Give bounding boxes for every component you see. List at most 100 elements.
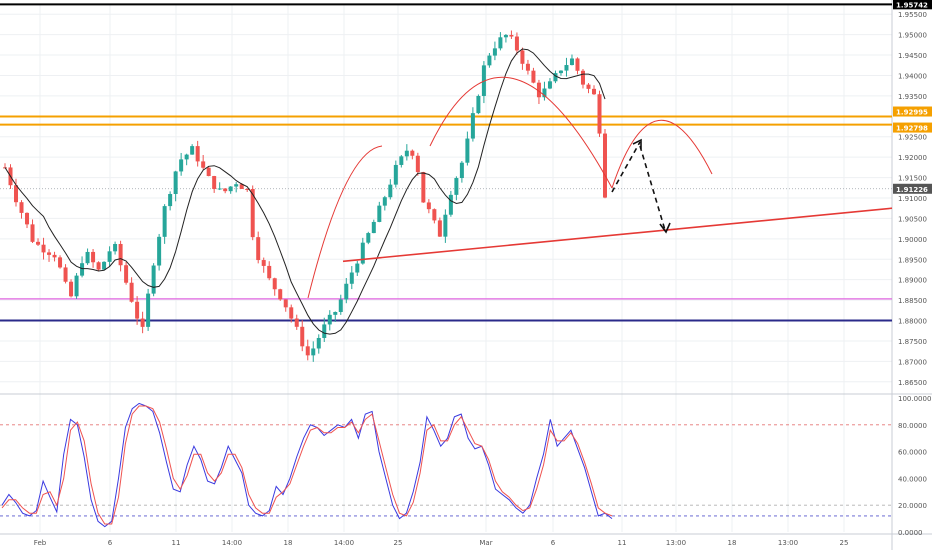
candle [509, 30, 514, 39]
price-marker-label: 1.92995 [896, 109, 928, 117]
candle [80, 256, 85, 278]
candle-body [503, 34, 508, 38]
candle [234, 182, 239, 193]
candle [283, 299, 288, 312]
candle-body [465, 138, 470, 163]
x-tick-label: 14:00 [334, 539, 354, 547]
candle-body [603, 133, 607, 198]
candle [107, 246, 112, 267]
candle [289, 304, 294, 323]
candle-body [591, 88, 596, 95]
price-marker-box [893, 0, 932, 10]
candle [437, 217, 442, 237]
candle [465, 131, 470, 166]
candle [404, 144, 409, 161]
candle [14, 178, 19, 207]
candle [382, 195, 387, 211]
candle-body [283, 299, 288, 308]
oscillator-y-tick-label: 20.0000 [898, 502, 927, 510]
candle [432, 208, 437, 224]
candle-body [151, 265, 156, 294]
arc-left[interactable] [307, 145, 383, 299]
y-tick-label: 1.90000 [898, 236, 927, 244]
y-tick-label: 1.91000 [898, 195, 927, 203]
candle [487, 53, 492, 68]
candle-body [223, 188, 228, 192]
moving-average-line [4, 48, 606, 335]
candle-body [256, 237, 261, 261]
moving-average-layer [4, 48, 606, 335]
candle [124, 261, 129, 285]
arc-middle[interactable] [429, 76, 613, 189]
trendline[interactable] [342, 207, 893, 263]
candle-body [206, 167, 211, 177]
candle [30, 219, 35, 244]
projection-arrowhead-down [659, 222, 671, 234]
candle-body [124, 265, 129, 283]
candle-body [514, 36, 519, 51]
candle-body [80, 263, 85, 276]
candle [586, 83, 591, 94]
candle [448, 190, 453, 217]
candle [349, 266, 354, 290]
candle-body [531, 70, 536, 83]
price-marker: 1.95742 [893, 0, 932, 10]
y-tick-label: 1.90500 [898, 215, 927, 223]
candle [333, 311, 338, 322]
candle-body [487, 55, 492, 66]
candle-body [30, 224, 35, 242]
y-tick-label: 1.89000 [898, 277, 927, 285]
candle-body [327, 314, 332, 325]
candle-body [179, 159, 184, 172]
candle [454, 176, 459, 201]
candle [74, 273, 79, 299]
oscillator-k-line [1, 402, 613, 528]
candle-body [278, 289, 283, 300]
projection-arrow-up[interactable] [611, 141, 641, 193]
candle-body [476, 95, 481, 114]
price-marker: 1.92995 [893, 106, 932, 117]
candle-body [14, 185, 19, 203]
candle [547, 78, 552, 90]
candle [520, 47, 525, 70]
projection-arrow-down[interactable] [639, 145, 666, 231]
candle [327, 310, 332, 331]
candle [195, 140, 200, 167]
candle [179, 152, 184, 176]
arc-right[interactable] [611, 119, 713, 189]
y-tick-label: 1.89500 [898, 256, 927, 264]
candle [267, 261, 272, 281]
x-tick-label: 18 [284, 539, 293, 547]
candle-body [272, 278, 277, 290]
candle-body [311, 348, 316, 356]
candle [344, 278, 349, 304]
candle [47, 249, 52, 262]
oscillator-y-tick-label: 40.0000 [898, 475, 927, 483]
candle-body [107, 251, 112, 262]
candle [360, 237, 365, 265]
price-marker: 1.91226 [893, 183, 932, 194]
candle-body [564, 65, 569, 71]
candle-body [267, 265, 272, 279]
candle-body [69, 281, 74, 297]
candle [388, 179, 393, 200]
candle [118, 240, 123, 272]
candle-body [569, 58, 574, 66]
candle [421, 171, 426, 203]
candle-body [157, 236, 162, 266]
candle-body [536, 82, 541, 98]
candle [393, 160, 398, 188]
price-marker: 1.92798 [893, 122, 932, 133]
candle [245, 188, 250, 192]
candle-body [58, 257, 63, 268]
candle [476, 94, 481, 115]
candle-body [19, 202, 24, 213]
candle [58, 255, 63, 269]
candle-body [509, 34, 514, 37]
candle-body [586, 84, 591, 89]
candle-body [520, 50, 525, 64]
candle-body [118, 243, 123, 266]
candle [311, 341, 316, 362]
candle-body [393, 164, 398, 185]
